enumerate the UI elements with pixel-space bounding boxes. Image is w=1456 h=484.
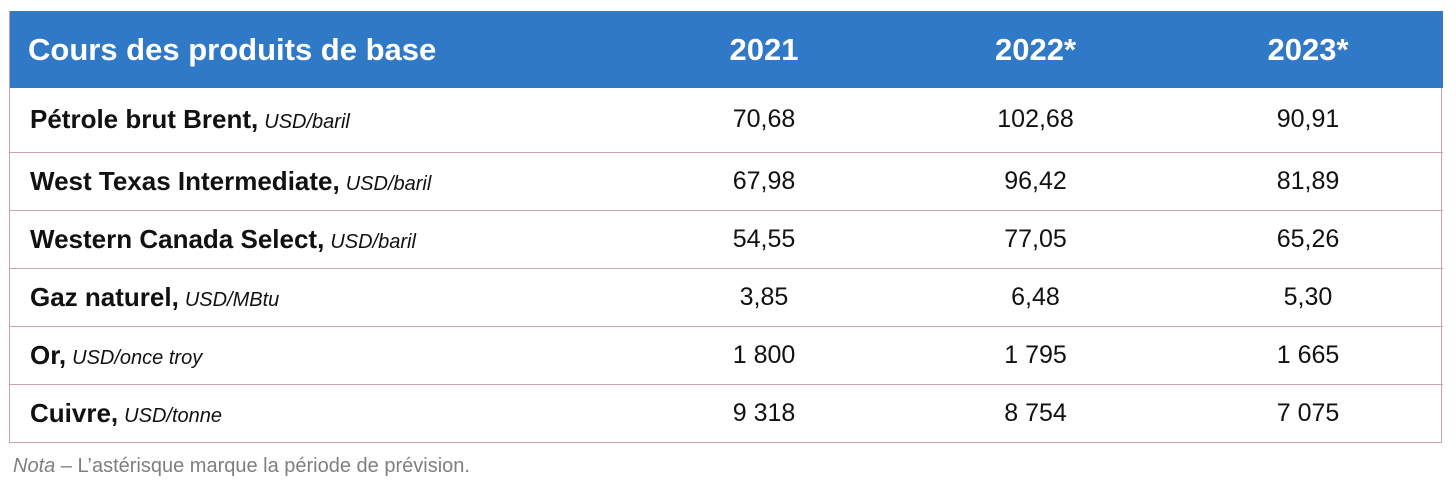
- row-label: Gaz naturel, USD/MBtu: [10, 267, 630, 326]
- footnote-label: Nota: [13, 455, 56, 477]
- value-2023: 90,91: [1276, 105, 1340, 134]
- commodity-prices-table: Cours des produits de base 2021 2022* 20…: [10, 11, 1443, 442]
- value-2021: 9 318: [630, 383, 898, 442]
- value-2023: 81,89: [1173, 151, 1443, 210]
- value-2023: 7 075: [1173, 383, 1443, 442]
- commodity-prices-table-container: Cours des produits de base 2021 2022* 20…: [9, 11, 1443, 443]
- value-2022: 77,05: [898, 209, 1173, 268]
- value-2022: 8 754: [898, 383, 1173, 442]
- table-body: Pétrole brut Brent, USD/baril 70,68 102,6…: [10, 88, 1443, 442]
- table-frame: Cours des produits de base 2021 2022* 20…: [9, 11, 1443, 443]
- value-2022: 96,42: [898, 151, 1173, 210]
- commodity-name: Or,: [30, 339, 67, 370]
- header-year-2023: 2023*: [1267, 31, 1349, 67]
- table-row: Or, USD/once troy 1 800 1 795 1 665: [10, 325, 1443, 384]
- table-row: Western Canada Select, USD/baril 54,55 77…: [10, 209, 1443, 268]
- value-2023: 1 665: [1173, 325, 1443, 384]
- table-row: Gaz naturel, USD/MBtu 3,85 6,48 5,30: [10, 267, 1443, 326]
- value-2022: 1 795: [898, 325, 1173, 384]
- commodity-unit: USD/tonne: [124, 404, 222, 427]
- header-year-2021: 2021: [729, 31, 799, 67]
- row-label: Pétrole brut Brent, USD/baril: [10, 88, 630, 152]
- header-row: Cours des produits de base 2021 2022* 20…: [10, 11, 1443, 88]
- table-header: Cours des produits de base 2021 2022* 20…: [10, 11, 1443, 88]
- commodity-unit: USD/baril: [264, 111, 350, 134]
- row-label: Or, USD/once troy: [10, 325, 630, 384]
- value-2021: 70,68: [732, 105, 796, 134]
- value-2021: 67,98: [630, 151, 898, 210]
- value-2021: 54,55: [630, 209, 898, 268]
- table-row: Cuivre, USD/tonne 9 318 8 754 7 075: [10, 383, 1443, 442]
- commodity-unit: USD/once troy: [72, 346, 203, 369]
- header-commodity: Cours des produits de base: [28, 31, 437, 67]
- row-label: Western Canada Select, USD/baril: [10, 209, 630, 268]
- value-2022: 102,68: [997, 105, 1074, 134]
- commodity-unit: USD/MBtu: [184, 288, 280, 311]
- footnote: Nota – L’astérisque marque la période de…: [13, 455, 470, 478]
- commodity-name: Cuivre,: [30, 397, 119, 428]
- table-row: Pétrole brut Brent, USD/baril 70,68 102,6…: [10, 88, 1443, 152]
- value-2023: 5,30: [1173, 267, 1443, 326]
- value-2023: 65,26: [1173, 209, 1443, 268]
- commodity-name: Pétrole brut Brent,: [30, 104, 259, 135]
- value-2021: 3,85: [630, 267, 898, 326]
- commodity-name: West Texas Intermediate,: [30, 165, 340, 196]
- commodity-name: Gaz naturel,: [30, 281, 179, 312]
- commodity-unit: USD/baril: [330, 230, 416, 253]
- commodity-unit: USD/baril: [345, 172, 432, 195]
- row-label: Cuivre, USD/tonne: [10, 383, 630, 442]
- commodity-name: Western Canada Select,: [30, 223, 325, 254]
- footnote-text: – L’astérisque marque la période de prév…: [55, 455, 470, 477]
- header-year-2022: 2022*: [994, 31, 1077, 67]
- value-2021: 1 800: [630, 325, 898, 384]
- table-row: West Texas Intermediate, USD/baril 67,98 …: [10, 151, 1443, 210]
- value-2022: 6,48: [898, 267, 1173, 326]
- row-label: West Texas Intermediate, USD/baril: [10, 151, 630, 210]
